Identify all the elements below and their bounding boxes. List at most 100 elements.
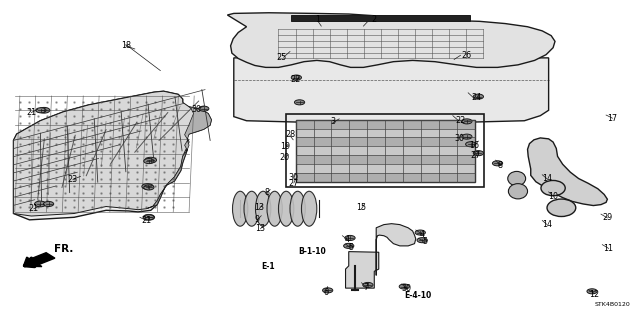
- Circle shape: [198, 106, 209, 111]
- Bar: [349, 137, 367, 146]
- Circle shape: [143, 214, 155, 220]
- Circle shape: [415, 230, 426, 235]
- Circle shape: [363, 282, 373, 287]
- Bar: [421, 173, 439, 182]
- Text: 21: 21: [141, 216, 152, 225]
- Circle shape: [466, 142, 476, 147]
- Circle shape: [473, 151, 483, 156]
- Polygon shape: [13, 91, 193, 220]
- Circle shape: [294, 100, 305, 105]
- Text: 13: 13: [254, 203, 264, 211]
- Bar: [314, 155, 332, 164]
- Ellipse shape: [541, 181, 565, 196]
- Text: 15: 15: [356, 203, 367, 211]
- Circle shape: [587, 289, 597, 294]
- Bar: [385, 120, 403, 129]
- Bar: [457, 155, 474, 164]
- Text: 5: 5: [348, 243, 353, 252]
- Text: 14: 14: [541, 174, 552, 183]
- Ellipse shape: [267, 191, 282, 226]
- Bar: [349, 173, 367, 182]
- Circle shape: [291, 75, 301, 80]
- Text: 8: 8: [264, 188, 269, 197]
- Circle shape: [44, 201, 54, 206]
- Polygon shape: [13, 91, 211, 216]
- Text: 18: 18: [121, 41, 131, 50]
- Text: 23: 23: [68, 175, 78, 184]
- Bar: [421, 137, 439, 146]
- Circle shape: [36, 108, 46, 113]
- Text: 17: 17: [607, 114, 618, 123]
- Bar: [385, 155, 403, 164]
- Text: 27: 27: [470, 151, 481, 160]
- Text: 3: 3: [330, 117, 335, 126]
- Bar: [296, 120, 474, 182]
- Circle shape: [462, 119, 472, 124]
- Bar: [367, 120, 385, 129]
- Ellipse shape: [508, 171, 525, 186]
- Polygon shape: [147, 107, 211, 209]
- FancyArrow shape: [24, 253, 55, 267]
- Bar: [332, 173, 349, 182]
- Bar: [349, 155, 367, 164]
- Circle shape: [145, 157, 157, 163]
- Bar: [332, 120, 349, 129]
- Ellipse shape: [278, 191, 294, 226]
- Bar: [403, 173, 421, 182]
- Text: 7: 7: [364, 283, 369, 292]
- Bar: [332, 155, 349, 164]
- Ellipse shape: [547, 199, 576, 217]
- Bar: [457, 120, 474, 129]
- Bar: [296, 120, 314, 129]
- Polygon shape: [234, 58, 548, 122]
- Text: 6: 6: [324, 288, 329, 297]
- Circle shape: [492, 161, 502, 166]
- Bar: [291, 15, 470, 21]
- Polygon shape: [527, 138, 607, 205]
- Bar: [439, 137, 457, 146]
- Text: 2: 2: [371, 15, 376, 24]
- Text: 21: 21: [29, 204, 39, 213]
- Text: 16: 16: [470, 141, 479, 150]
- Bar: [314, 137, 332, 146]
- Bar: [296, 137, 314, 146]
- Circle shape: [144, 159, 154, 164]
- Circle shape: [142, 184, 154, 189]
- Circle shape: [462, 134, 472, 139]
- Text: 11: 11: [604, 244, 614, 253]
- Text: 9: 9: [255, 215, 260, 224]
- Text: 19: 19: [280, 142, 290, 151]
- Text: STK4B0120: STK4B0120: [595, 302, 630, 308]
- Circle shape: [344, 243, 354, 249]
- Text: B-1-10: B-1-10: [298, 247, 326, 256]
- Bar: [385, 137, 403, 146]
- Bar: [314, 120, 332, 129]
- Text: 14: 14: [541, 220, 552, 229]
- Text: 26: 26: [461, 51, 471, 60]
- Bar: [367, 137, 385, 146]
- Text: 5: 5: [422, 237, 428, 246]
- Bar: [421, 120, 439, 129]
- Bar: [421, 155, 439, 164]
- Text: E-1: E-1: [261, 262, 275, 271]
- Text: 4: 4: [420, 230, 425, 239]
- Text: 29: 29: [602, 213, 612, 222]
- Text: 30: 30: [289, 173, 299, 182]
- Bar: [457, 173, 474, 182]
- Bar: [314, 173, 332, 182]
- Text: 30: 30: [454, 134, 464, 143]
- Circle shape: [323, 288, 333, 293]
- Bar: [296, 173, 314, 182]
- Text: 27: 27: [289, 179, 299, 188]
- Ellipse shape: [232, 191, 248, 226]
- Circle shape: [345, 235, 355, 241]
- Bar: [439, 155, 457, 164]
- Bar: [367, 155, 385, 164]
- Text: 20: 20: [280, 153, 290, 162]
- Circle shape: [144, 215, 154, 220]
- Ellipse shape: [301, 191, 317, 226]
- Bar: [385, 173, 403, 182]
- Text: 24: 24: [472, 93, 481, 102]
- Text: 13: 13: [255, 224, 266, 233]
- Text: 1: 1: [316, 15, 321, 24]
